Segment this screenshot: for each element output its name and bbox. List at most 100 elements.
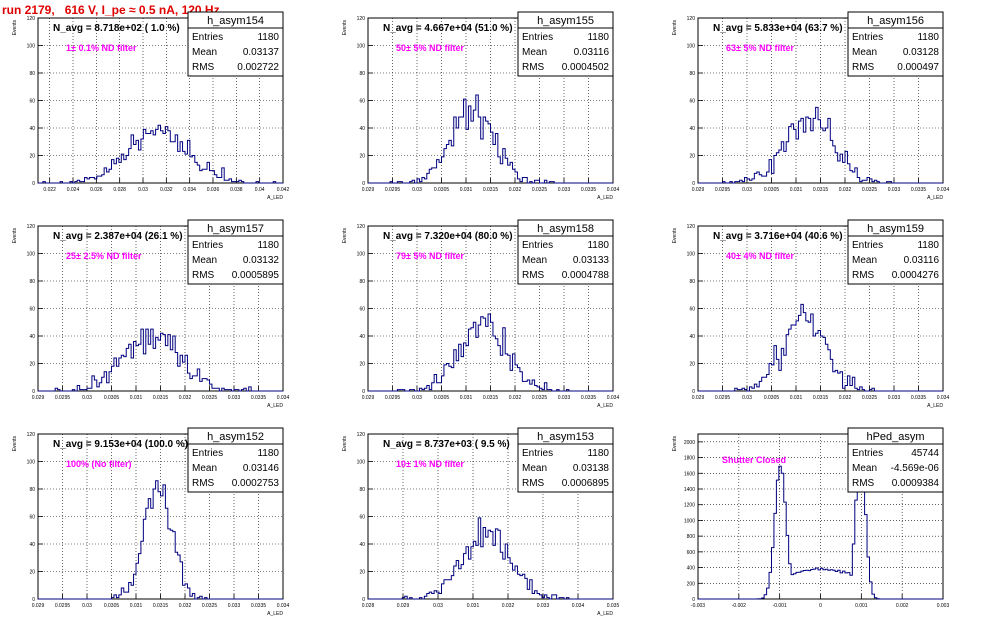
tick-label-y: 40 xyxy=(29,126,35,132)
tick-label-x: 0.0295 xyxy=(385,395,401,401)
y-axis-label: Events xyxy=(672,228,678,244)
tick-label-y: 80 xyxy=(29,279,35,285)
tick-label-x: 0.0315 xyxy=(813,187,829,193)
stats-value-rms: 0.0002753 xyxy=(232,478,280,489)
histogram-series xyxy=(698,450,943,600)
tick-label-y: 40 xyxy=(29,542,35,548)
tick-label-y: 1800 xyxy=(684,456,695,462)
tick-label-y: 60 xyxy=(359,307,365,313)
tick-label-y: 0 xyxy=(32,597,35,603)
tick-label-x: 0.031 xyxy=(130,603,143,609)
tick-label-x: 0.003 xyxy=(937,603,950,609)
tick-label-x: 0.024 xyxy=(67,187,80,193)
tick-label-x: 0.04 xyxy=(255,187,265,193)
tick-label-x: 0.0335 xyxy=(251,395,267,401)
filter-label: Shutter Closed xyxy=(722,455,786,465)
navg-label: N_avg = 2.387e+04 (26.1 %) xyxy=(53,231,183,242)
tick-label-y: 80 xyxy=(689,71,695,77)
stats-label-entries: Entries xyxy=(192,448,223,459)
tick-label-y: 20 xyxy=(689,154,695,160)
x-axis-label: A_LED xyxy=(267,611,283,617)
stats-value-mean: 0.03137 xyxy=(243,47,280,58)
tick-label-y: 120 xyxy=(357,432,366,438)
tick-label-x: 0.034 xyxy=(183,187,196,193)
tick-label-x: 0.032 xyxy=(160,187,173,193)
y-axis-label: Events xyxy=(12,20,18,36)
tick-label-x: 0.022 xyxy=(43,187,56,193)
tick-label-y: 60 xyxy=(29,99,35,105)
histogram-name: hPed_asym xyxy=(866,431,924,443)
tick-label-x: 0.036 xyxy=(207,187,220,193)
tick-label-y: 120 xyxy=(687,16,696,22)
tick-label-x: 0.0335 xyxy=(911,395,927,401)
stats-value-mean: 0.03116 xyxy=(574,47,610,58)
stats-value-entries: 1180 xyxy=(917,240,939,251)
stats-label-rms: RMS xyxy=(192,270,215,281)
tick-label-y: 80 xyxy=(29,487,35,493)
tick-label-y: 0 xyxy=(32,389,35,395)
tick-label-x: 0.034 xyxy=(937,187,950,193)
stats-value-mean: 0.03138 xyxy=(573,463,610,474)
tick-label-x: 0.0315 xyxy=(483,187,499,193)
tick-label-y: 0 xyxy=(362,181,365,187)
tick-label-y: 1600 xyxy=(684,471,695,477)
tick-label-x: 0.0325 xyxy=(532,395,548,401)
filter-label: 79± 5% ND filter xyxy=(396,251,464,261)
tick-label-x: 0.0325 xyxy=(532,187,548,193)
filter-label: 25± 2.5% ND filter xyxy=(66,251,142,261)
filter-label: 63± 5% ND filter xyxy=(726,43,794,53)
tick-label-y: 20 xyxy=(359,154,365,160)
stats-value-rms: 0.000497 xyxy=(897,62,939,73)
stats-label-mean: Mean xyxy=(522,47,547,58)
tick-label-x: 0.0325 xyxy=(862,395,878,401)
tick-label-x: 0.03 xyxy=(742,187,752,193)
stats-value-rms: 0.0004276 xyxy=(892,270,940,281)
histogram-series xyxy=(368,517,613,600)
navg-label: N_avg = 7.320e+04 (80.0 %) xyxy=(383,231,513,242)
stats-value-mean: -4.569e-06 xyxy=(891,463,940,474)
stats-label-rms: RMS xyxy=(522,62,545,73)
tick-label-x: 0.029 xyxy=(362,187,375,193)
tick-label-y: 80 xyxy=(29,71,35,77)
stats-value-mean: 0.03146 xyxy=(243,463,280,474)
filter-label: 40± 4% ND filter xyxy=(726,251,794,261)
tick-label-y: 80 xyxy=(359,71,365,77)
tick-label-x: 0.033 xyxy=(558,395,571,401)
stats-value-entries: 1180 xyxy=(257,32,279,43)
x-axis-label: A_LED xyxy=(927,195,943,201)
tick-label-x: 0.03 xyxy=(412,395,422,401)
tick-label-y: 0 xyxy=(362,389,365,395)
tick-label-x: 0.028 xyxy=(113,187,126,193)
tick-label-x: 0.0335 xyxy=(911,187,927,193)
tick-label-y: 100 xyxy=(357,460,366,466)
stats-value-rms: 0.0006895 xyxy=(562,478,610,489)
tick-label-y: 20 xyxy=(29,154,35,160)
tick-label-x: 0.034 xyxy=(607,395,620,401)
stats-label-rms: RMS xyxy=(852,62,875,73)
navg-label: N_avg = 8.718e+02 ( 1.0 %) xyxy=(53,23,180,34)
filter-label: 50± 5% ND filter xyxy=(396,43,464,53)
tick-label-x: 0.0325 xyxy=(202,395,218,401)
navg-label: N_avg = 9.153e+04 (100.0 %) xyxy=(53,439,188,450)
stats-label-mean: Mean xyxy=(192,47,217,58)
histogram-series xyxy=(38,328,283,392)
tick-label-x: -0.002 xyxy=(732,603,746,609)
histogram-name: h_asym154 xyxy=(207,15,264,27)
tick-label-x: -0.001 xyxy=(773,603,787,609)
histogram-series xyxy=(368,313,613,392)
tick-label-y: 40 xyxy=(359,542,365,548)
tick-label-y: 100 xyxy=(27,252,36,258)
tick-label-x: 0.0305 xyxy=(764,187,780,193)
tick-label-x: 0.03 xyxy=(138,187,148,193)
tick-label-x: 0.028 xyxy=(362,603,375,609)
y-axis-label: Events xyxy=(342,436,348,452)
y-axis-label: Events xyxy=(12,228,18,244)
tick-label-x: 0.033 xyxy=(558,187,571,193)
stats-box xyxy=(847,219,944,285)
stats-box xyxy=(517,427,614,493)
histogram-name: h_asym155 xyxy=(537,15,594,27)
filter-label: 1± 0.1% ND filter xyxy=(66,43,137,53)
tick-label-x: 0.0325 xyxy=(202,603,218,609)
stats-label-rms: RMS xyxy=(852,270,875,281)
tick-label-x: 0.031 xyxy=(790,395,803,401)
